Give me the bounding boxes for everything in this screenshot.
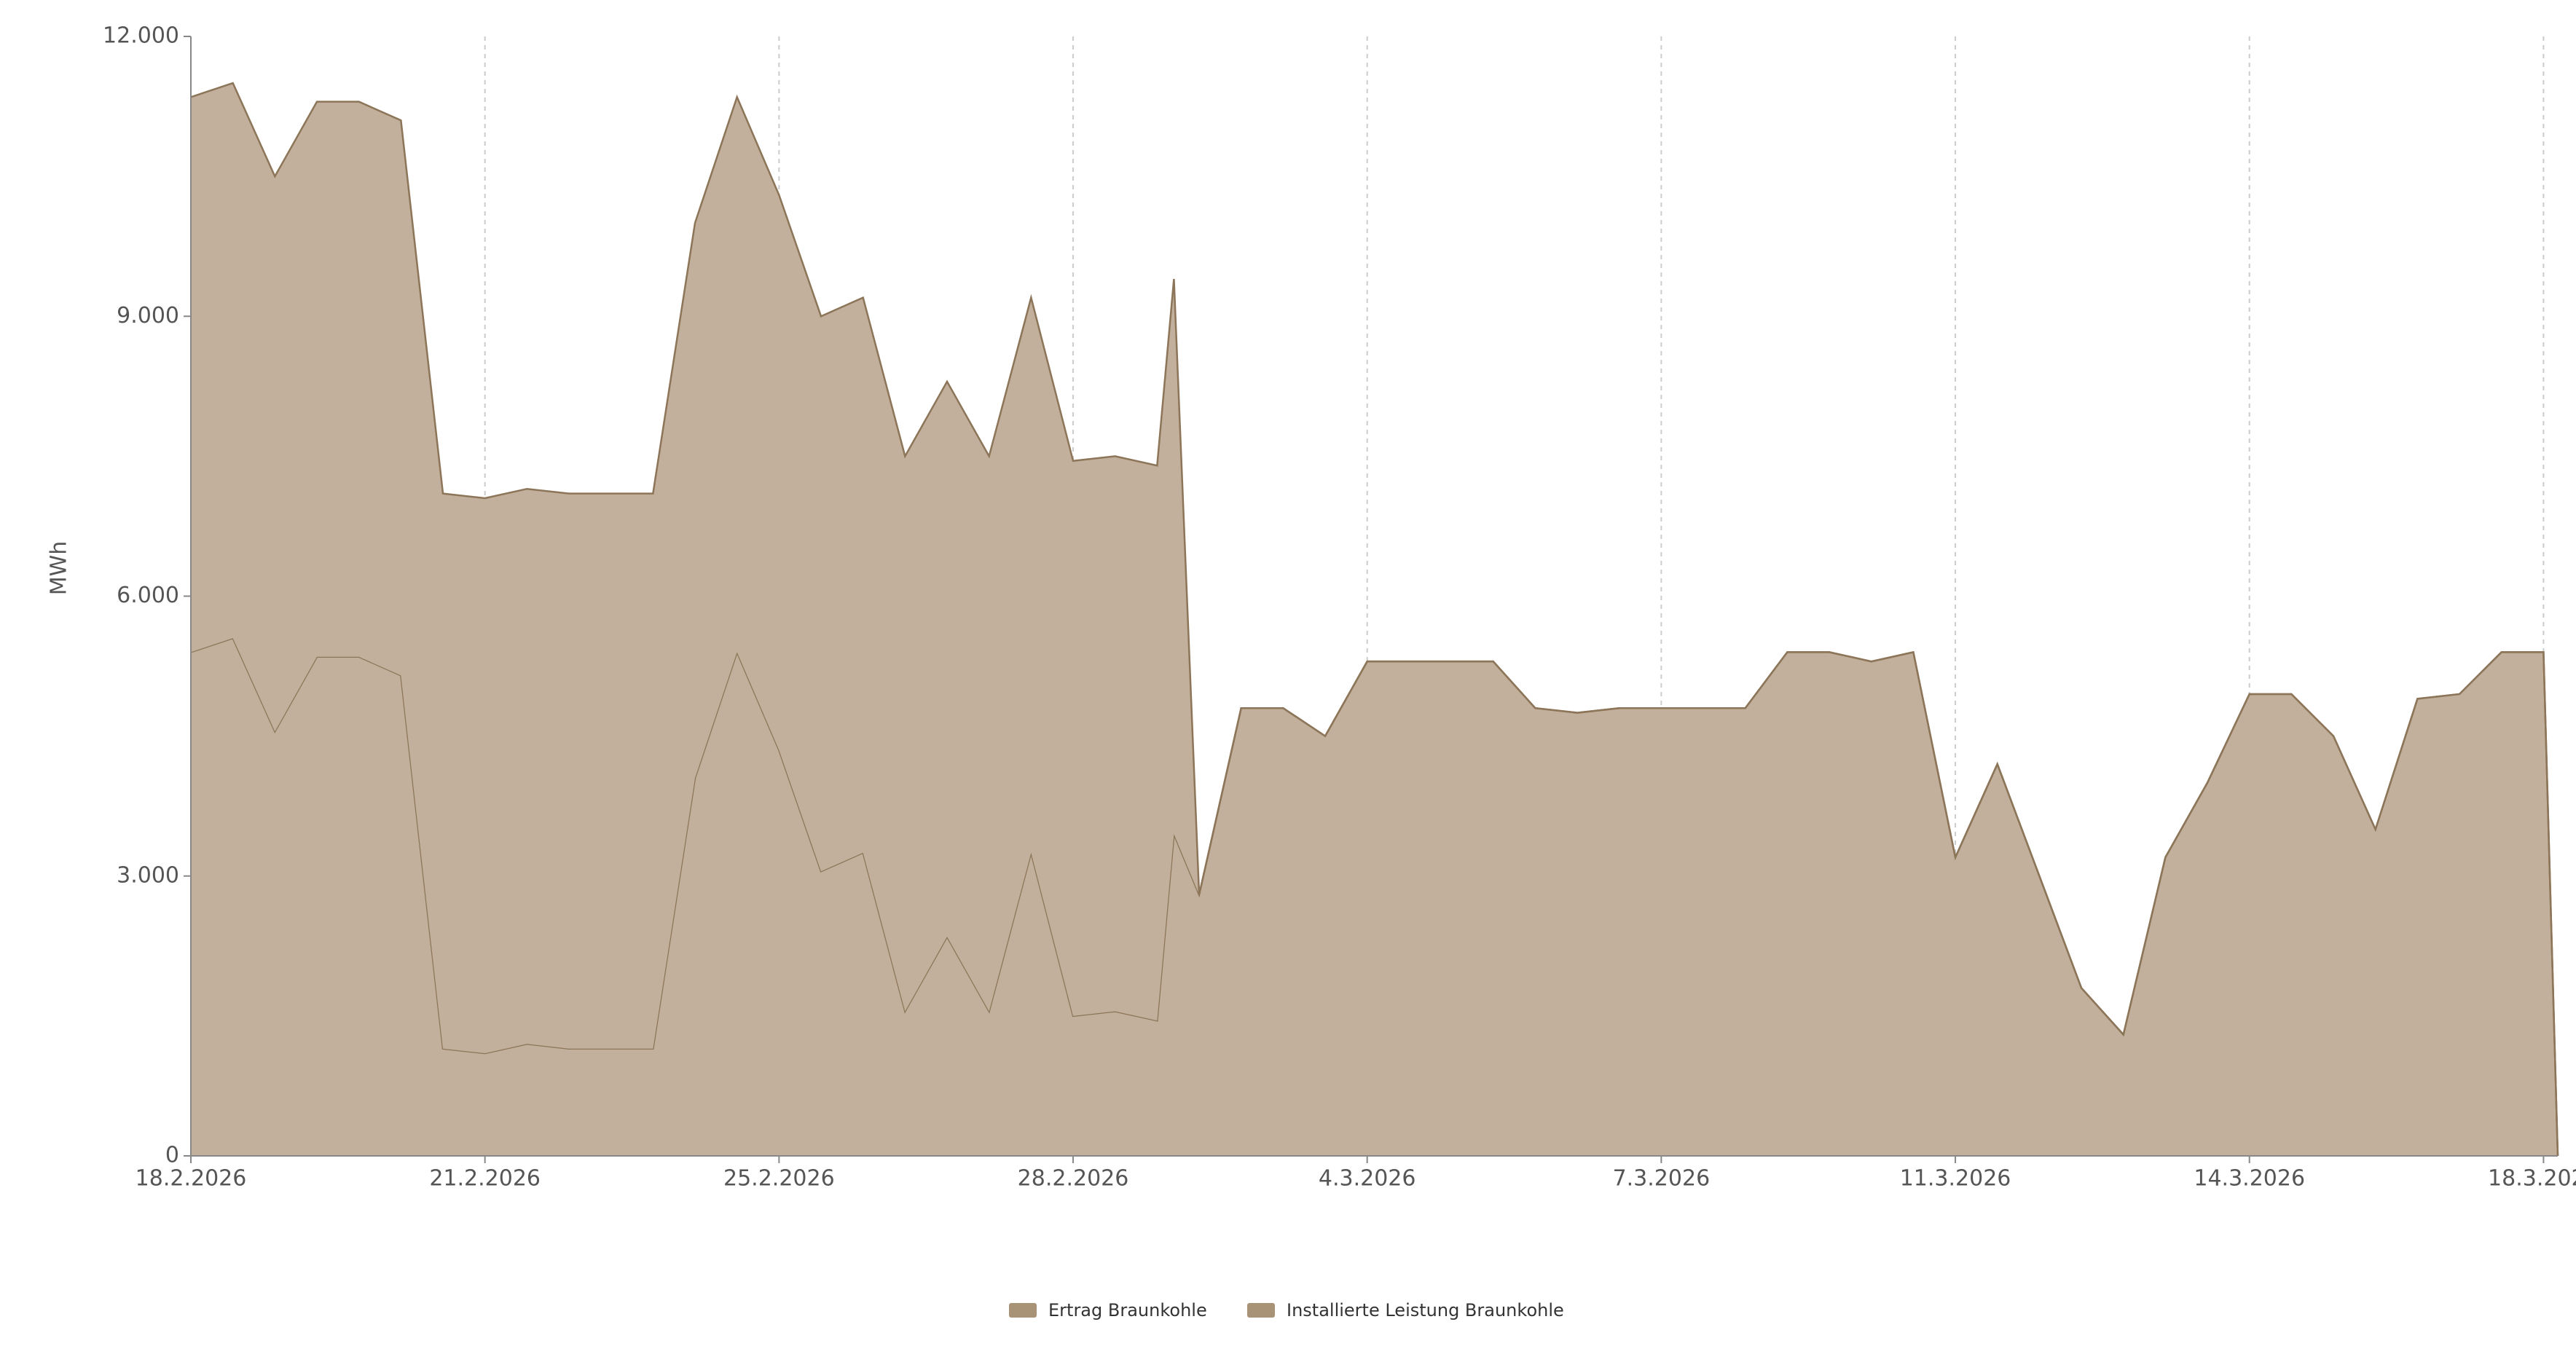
x-tick-label: 7.3.2026 (1613, 1166, 1711, 1192)
y-tick-label: 0 (165, 1143, 179, 1168)
legend-label: Installierte Leistung Braunkohle (1287, 1300, 1564, 1320)
x-tick-label: 18.3.2026 (2488, 1166, 2576, 1192)
area-line (190, 82, 2559, 1157)
legend-swatch (1247, 1303, 1275, 1318)
legend-label: Ertrag Braunkohle (1048, 1300, 1207, 1320)
x-tick-label: 28.2.2026 (1018, 1166, 1129, 1192)
y-tick-label: 3.000 (117, 862, 179, 888)
y-tick-label: 6.000 (117, 583, 179, 608)
x-tick-label: 18.2.2026 (136, 1166, 247, 1192)
legend-swatch (1009, 1303, 1037, 1318)
y-tick-label: 12.000 (103, 23, 179, 49)
x-tick-label: 11.3.2026 (1900, 1166, 2011, 1192)
area-fill (191, 638, 2558, 1156)
x-tick-label: 21.2.2026 (429, 1166, 541, 1192)
y-axis-label: MWh (47, 541, 72, 596)
x-tick-label: 4.3.2026 (1319, 1166, 1416, 1192)
x-tick-label: 25.2.2026 (723, 1166, 835, 1192)
area-fill (191, 83, 2558, 1157)
y-tick-label: 9.000 (117, 303, 179, 328)
x-tick-label: 14.3.2026 (2194, 1166, 2305, 1192)
